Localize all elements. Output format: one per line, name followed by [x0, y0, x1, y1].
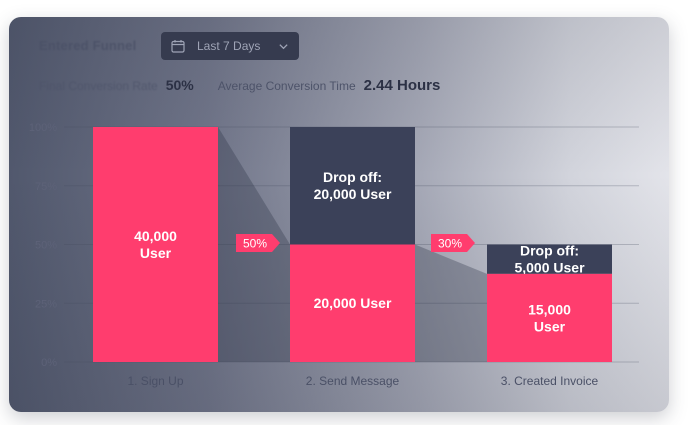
converted-bar-label: 20,000 User — [314, 295, 392, 311]
y-tick-label: 50% — [35, 240, 57, 252]
dropoff-bar — [290, 127, 415, 245]
converted-bar-label: 15,000 — [528, 301, 571, 317]
funnel-title: Entered Funnel — [39, 38, 137, 53]
dropoff-bar-label: Drop off: — [520, 243, 579, 259]
converted-bar-label: User — [140, 245, 172, 261]
conversion-rate-label: 30% — [438, 237, 462, 251]
y-tick-label: 25% — [35, 298, 57, 310]
converted-bar — [487, 273, 612, 362]
date-range-label: Last 7 Days — [197, 39, 261, 53]
dropoff-bar-label: 20,000 User — [314, 186, 392, 202]
x-axis-label: 2. Send Message — [306, 374, 400, 388]
conversion-rate-badge — [236, 234, 280, 252]
y-tick-label: 75% — [35, 181, 57, 193]
calendar-icon — [171, 40, 185, 53]
x-axis-label: 3. Created Invoice — [501, 374, 599, 388]
dropoff-bar-label: Drop off: — [323, 169, 382, 185]
funnel-card: Entered Funnel Last 7 Days Final Convers… — [9, 17, 669, 412]
converted-bar-label: 40,000 — [134, 228, 177, 244]
avg-time-value: 2.44 Hours — [363, 77, 441, 94]
dropoff-bar-label: 5,000 User — [514, 260, 585, 276]
chevron-down-icon — [279, 43, 288, 49]
converted-bar — [290, 244, 415, 362]
y-tick-label: 100% — [29, 122, 57, 134]
funnel-connector — [415, 244, 487, 362]
x-axis-label: 1. Sign Up — [127, 374, 183, 388]
conversion-rate-label: 50% — [243, 237, 267, 251]
date-range-dropdown[interactable]: Last 7 Days — [161, 32, 299, 60]
y-tick-label: 0% — [41, 357, 57, 369]
conversion-rate-badge — [431, 234, 475, 252]
converted-bar — [93, 127, 218, 362]
converted-bar-label: User — [534, 318, 566, 334]
dropoff-bar — [487, 244, 612, 274]
final-conversion-value: 50% — [165, 77, 194, 93]
avg-time-label: Average Conversion Time — [217, 79, 356, 93]
final-conversion-label: Final Conversion Rate — [39, 79, 158, 93]
stats-row: Final Conversion Rate 50% Average Conver… — [39, 77, 440, 94]
